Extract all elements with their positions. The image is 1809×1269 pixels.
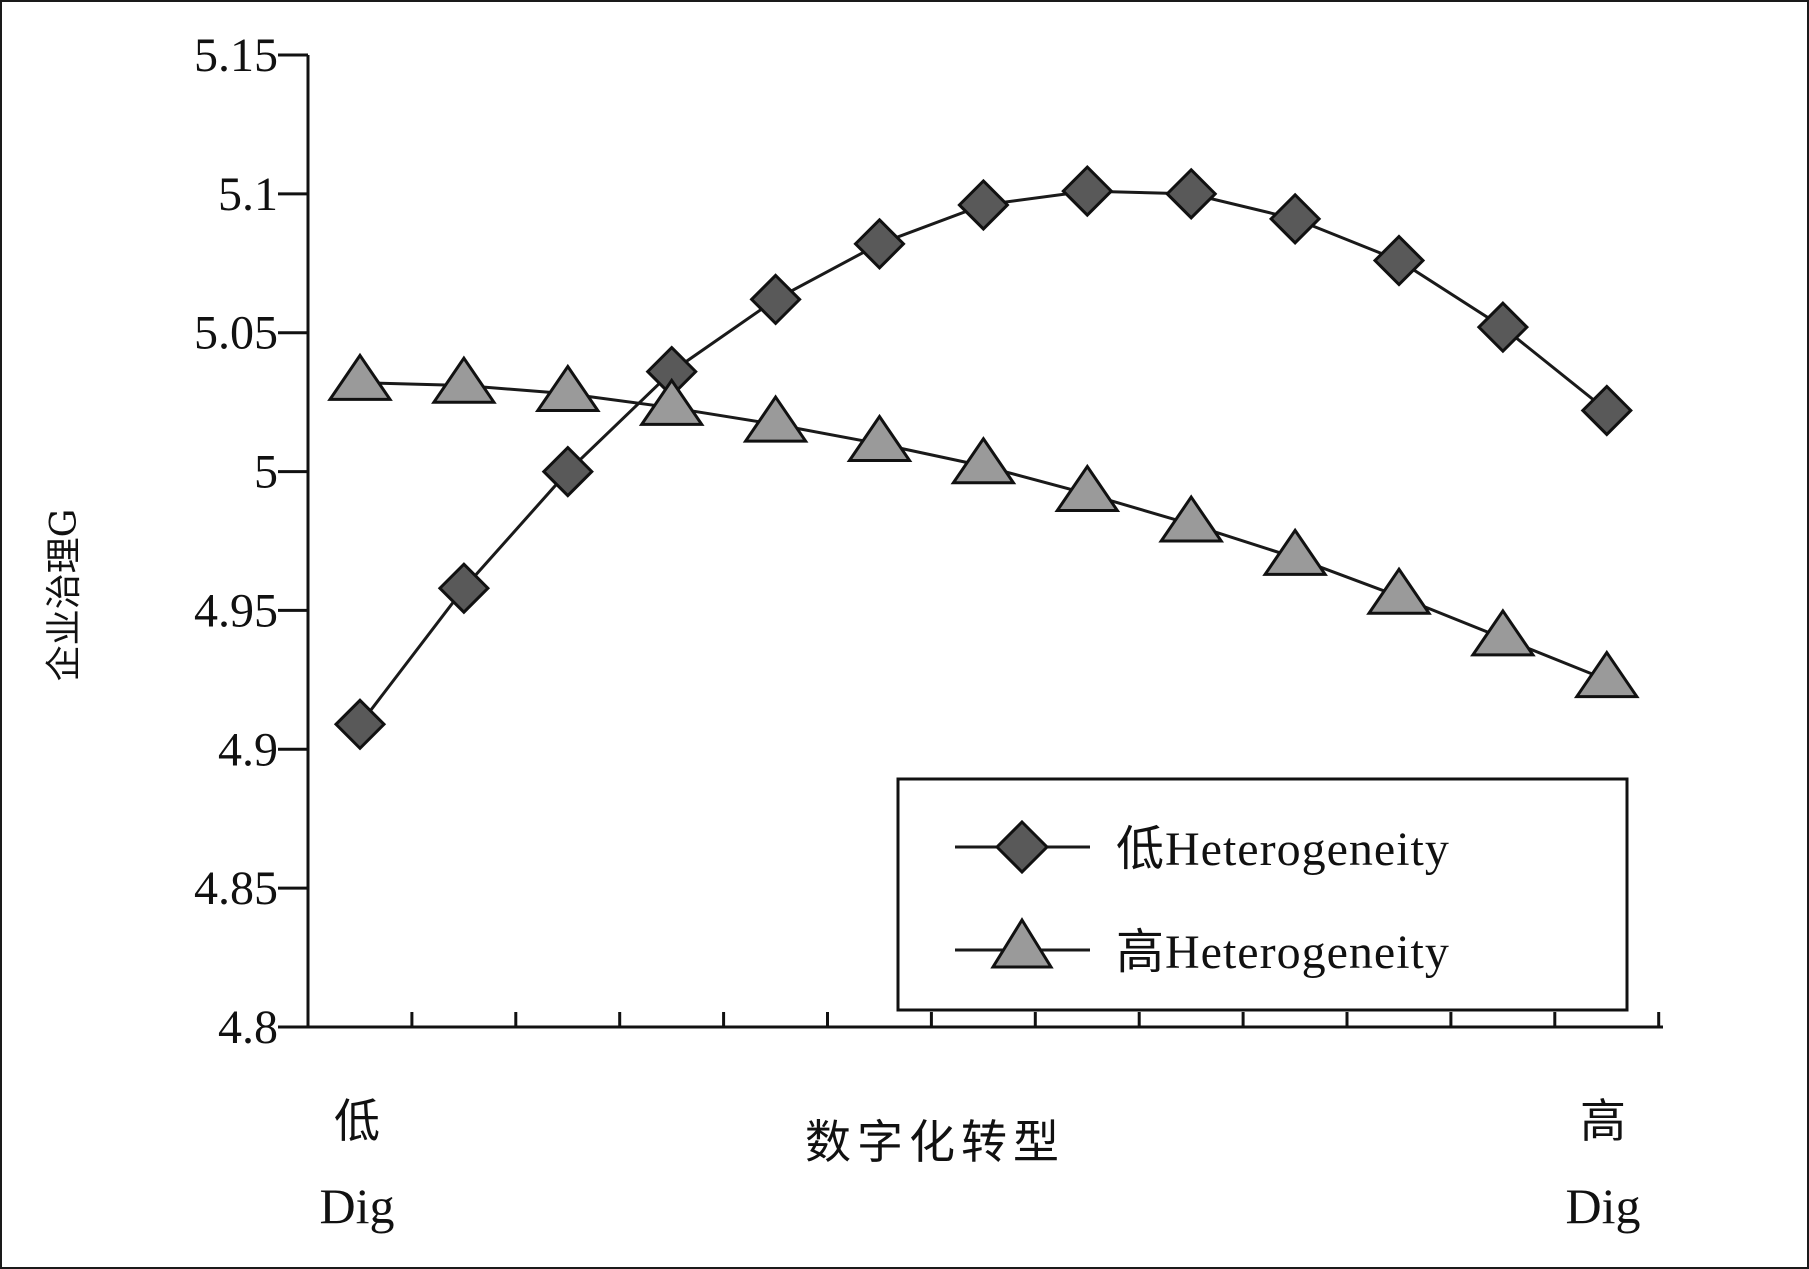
data-point-diamond <box>853 217 906 270</box>
x-end-label-left-top: 低 <box>334 1094 380 1148</box>
y-tick-label: 4.95 <box>194 584 278 637</box>
data-point-triangle <box>1158 494 1225 543</box>
data-point-triangle <box>431 355 497 404</box>
data-point-triangle <box>950 436 1017 485</box>
legend-marker-diamond <box>994 819 1050 875</box>
y-axis-label: 企业治理G <box>44 509 85 682</box>
data-point-triangle <box>846 413 913 463</box>
y-tick-label: 5.1 <box>218 168 278 221</box>
data-point-diamond <box>333 698 387 751</box>
data-point-triangle <box>1470 608 1536 657</box>
y-tick-label: 4.8 <box>218 1001 278 1054</box>
legend: 低Heterogeneity 高Heterogeneity <box>896 777 1629 1012</box>
data-point-triangle <box>1262 527 1328 576</box>
x-end-label-right-bottom: Dig <box>1566 1178 1641 1234</box>
data-point-triangle <box>638 377 705 426</box>
x-end-label-right-top: 高 <box>1580 1094 1626 1148</box>
data-point-diamond <box>749 273 802 326</box>
x-end-label-left-bottom: Dig <box>320 1178 395 1234</box>
data-point-diamond <box>1061 164 1114 218</box>
data-point-diamond <box>541 445 594 498</box>
y-tick-label: 5.15 <box>194 29 278 82</box>
series-line-1 <box>359 381 1608 682</box>
y-tick-label: 5 <box>254 446 278 499</box>
data-point-triangle <box>327 352 393 401</box>
data-point-diamond <box>1268 192 1322 245</box>
data-point-triangle <box>742 394 809 443</box>
data-point-diamond <box>1580 384 1633 437</box>
x-axis-label: 数字化转型 <box>805 1115 1065 1169</box>
data-point-diamond <box>1372 234 1426 287</box>
legend-box <box>896 777 1629 1012</box>
data-point-triangle <box>534 363 601 413</box>
legend-label-high: 高Heterogeneity <box>1116 926 1450 979</box>
series-markers <box>327 164 1640 751</box>
y-tick-label: 4.9 <box>218 723 278 776</box>
data-point-diamond <box>1165 167 1218 220</box>
axes: 4.8 4.85 4.9 4.95 5 5.05 5.1 5.15 <box>194 29 1663 1054</box>
y-tick-label: 5.05 <box>194 307 278 360</box>
data-point-triangle <box>1573 649 1640 699</box>
data-point-diamond <box>437 562 491 615</box>
data-point-diamond <box>1476 301 1530 354</box>
legend-marker-triangle <box>990 917 1054 969</box>
y-tick-label: 4.85 <box>194 862 278 915</box>
data-point-triangle <box>1054 463 1121 513</box>
legend-label-low: 低Heterogeneity <box>1116 823 1450 876</box>
data-point-diamond <box>957 178 1010 232</box>
data-point-triangle <box>1366 566 1432 615</box>
